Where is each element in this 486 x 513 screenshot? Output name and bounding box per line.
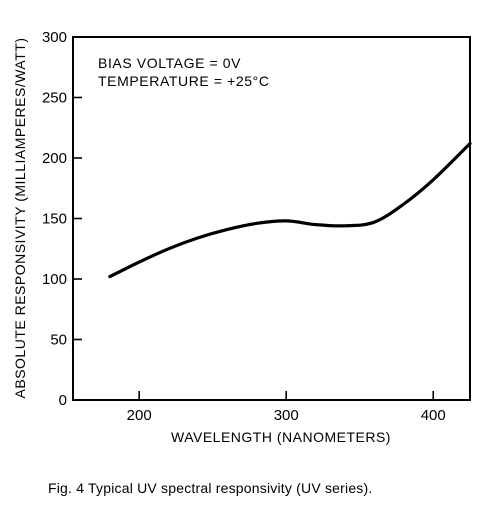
x-tick-label: 200	[127, 407, 152, 424]
series-line	[108, 141, 472, 279]
annotation-temperature: TEMPERATURE = +25°C	[98, 73, 270, 89]
y-tick-label: 300	[42, 29, 67, 46]
y-tick-label: 100	[42, 271, 67, 288]
y-axis-label: ABSOLUTE RESPONSIVITY (MILLIAMPERES/WATT…	[12, 38, 28, 399]
x-tick-label: 300	[274, 407, 299, 424]
plot-frame	[72, 36, 471, 401]
y-tick-label: 200	[42, 150, 67, 167]
annotation-bias-voltage: BIAS VOLTAGE = 0V	[98, 55, 241, 71]
figure-caption: Fig. 4 Typical UV spectral responsivity …	[48, 480, 373, 496]
x-tick-label: 400	[421, 407, 446, 424]
tick-label-group: 0 50 100 150 200 250 300 200 300 400	[42, 29, 446, 424]
tick-group	[73, 36, 435, 401]
y-tick-label: 50	[50, 332, 67, 349]
responsivity-chart: 0 50 100 150 200 250 300 200 300 400 BIAS VOLTAGE…	[12, 29, 472, 445]
y-tick-label: 150	[42, 211, 67, 228]
x-axis-label: WAVELENGTH (NANOMETERS)	[171, 429, 391, 445]
y-tick-label: 0	[59, 392, 67, 409]
y-tick-label: 250	[42, 90, 67, 107]
